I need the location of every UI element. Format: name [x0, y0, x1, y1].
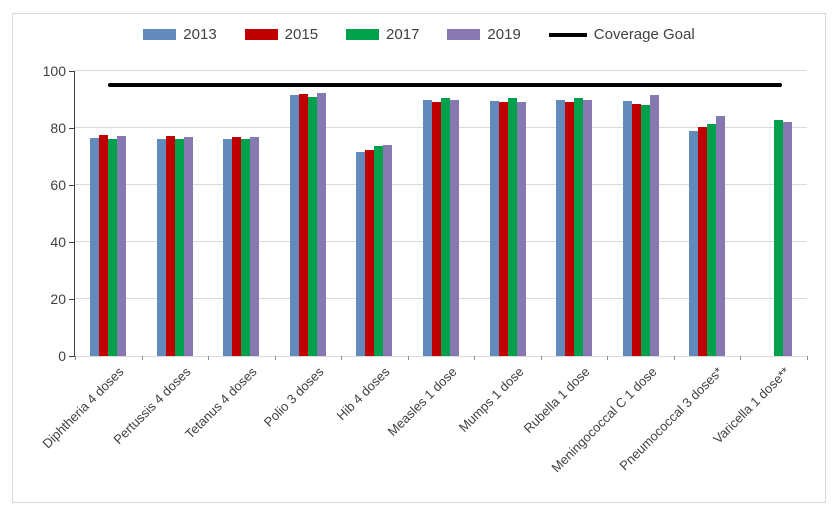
x-axis-tick-6 [474, 356, 476, 360]
bar-2017-Hib 4 doses [374, 146, 384, 356]
y-axis-label-100: 100 [42, 63, 66, 79]
bar-2013-Meningococcal C 1 dose [622, 100, 632, 356]
bar-2019-Measles 1 dose [450, 99, 459, 356]
bar-2017-Pertussis 4 doses [174, 139, 184, 356]
gridline-0 [75, 356, 807, 357]
coverage-goal-line [108, 83, 782, 88]
bar-2015-Mumps 1 dose [498, 102, 508, 356]
y-axis-label-60: 60 [50, 177, 66, 193]
legend-goal-line-swatch [548, 32, 587, 37]
bar-2019-Meningococcal C 1 dose [649, 94, 659, 356]
gridline-100 [75, 70, 807, 71]
legend-item-2019: 2019 [447, 26, 521, 43]
legend-swatch-2015 [244, 29, 278, 40]
y-axis-tick-0 [69, 356, 74, 357]
bar-2019-Pertussis 4 doses [183, 136, 193, 356]
x-axis-tick-0 [75, 356, 76, 360]
legend-item-2013: 2013 [143, 26, 217, 43]
bar-2013-Tetanus 4 doses [223, 139, 233, 356]
x-axis-tick-9 [673, 356, 675, 360]
bar-2015-Pertussis 4 doses [165, 135, 175, 356]
bar-2019-Pneumococcal 3 doses* [716, 115, 726, 356]
bar-2017-Polio 3 doses [307, 96, 317, 356]
x-axis-tick-4 [341, 356, 343, 360]
bar-2019-Rubella 1 dose [583, 99, 593, 356]
legend-label-2015: 2015 [284, 26, 319, 43]
bar-2019-Diphtheria 4 doses [117, 135, 127, 356]
bar-2017-Varicella 1 dose** [773, 120, 783, 356]
bar-2013-Polio 3 doses [289, 95, 299, 356]
bar-2013-Pertussis 4 doses [156, 138, 166, 356]
bar-2013-Rubella 1 dose [556, 99, 566, 356]
bar-2019-Hib 4 doses [383, 144, 393, 356]
bar-2019-Mumps 1 dose [516, 101, 526, 356]
bar-2017-Mumps 1 dose [507, 98, 517, 356]
bar-2017-Measles 1 dose [441, 97, 450, 356]
legend-item-coverage-goal: Coverage Goal [548, 26, 695, 43]
bar-2017-Rubella 1 dose [574, 97, 584, 356]
y-axis-tick-60 [69, 185, 74, 186]
x-axis-tick-1 [141, 356, 143, 360]
bar-2017-Tetanus 4 doses [241, 139, 251, 356]
bar-2015-Meningococcal C 1 dose [631, 104, 641, 356]
bar-2015-Measles 1 dose [432, 101, 441, 356]
legend-item-2015: 2015 [244, 26, 319, 43]
bar-2015-Diphtheria 4 doses [99, 135, 109, 356]
x-axis-tick-2 [208, 356, 210, 360]
bar-2019-Polio 3 doses [316, 92, 326, 356]
y-axis-tick-80 [69, 128, 74, 129]
bar-2015-Hib 4 doses [365, 149, 375, 356]
legend-swatch-2013 [143, 29, 177, 40]
x-axis-tick-8 [607, 356, 609, 360]
bar-2019-Varicella 1 dose** [782, 122, 792, 356]
bar-2013-Diphtheria 4 doses [90, 137, 100, 356]
y-axis-label-20: 20 [50, 291, 66, 307]
bar-2015-Polio 3 doses [298, 93, 308, 356]
y-axis-label-0: 0 [58, 348, 66, 364]
bar-2019-Tetanus 4 doses [250, 136, 260, 356]
x-axis-tick-10 [740, 356, 742, 360]
bar-2017-Meningococcal C 1 dose [640, 104, 650, 356]
legend-item-2017: 2017 [346, 26, 419, 43]
x-axis-tick-5 [407, 356, 409, 360]
y-axis-label-40: 40 [50, 234, 66, 250]
y-axis-label-80: 80 [50, 120, 66, 136]
legend-label-coverage-goal: Coverage Goal [593, 26, 695, 43]
legend-label-2013: 2013 [183, 26, 217, 43]
bar-2013-Mumps 1 dose [489, 101, 499, 356]
x-axis-tick-11 [807, 356, 808, 360]
bar-2017-Pneumococcal 3 doses* [707, 124, 717, 356]
bar-2017-Diphtheria 4 doses [108, 138, 118, 356]
legend-label-2019: 2019 [487, 26, 521, 43]
bar-2015-Tetanus 4 doses [232, 136, 242, 356]
legend-swatch-2019 [447, 29, 481, 40]
x-axis-tick-3 [274, 356, 276, 360]
y-axis-line [74, 71, 75, 357]
plot-area [75, 70, 807, 357]
bar-2013-Pneumococcal 3 doses* [689, 130, 699, 356]
y-axis-tick-20 [69, 299, 74, 300]
y-axis-tick-40 [69, 242, 74, 243]
legend-swatch-2017 [346, 29, 380, 40]
bar-2015-Pneumococcal 3 doses* [698, 127, 708, 356]
y-axis-tick-100 [69, 71, 74, 72]
bar-2013-Measles 1 dose [423, 99, 432, 356]
bar-2015-Rubella 1 dose [565, 101, 575, 356]
x-axis-tick-7 [540, 356, 542, 360]
legend-label-2017: 2017 [386, 26, 420, 43]
legend: 2013 2015 2017 2019 Coverage Goal [0, 26, 838, 43]
bar-2013-Hib 4 doses [356, 151, 366, 356]
